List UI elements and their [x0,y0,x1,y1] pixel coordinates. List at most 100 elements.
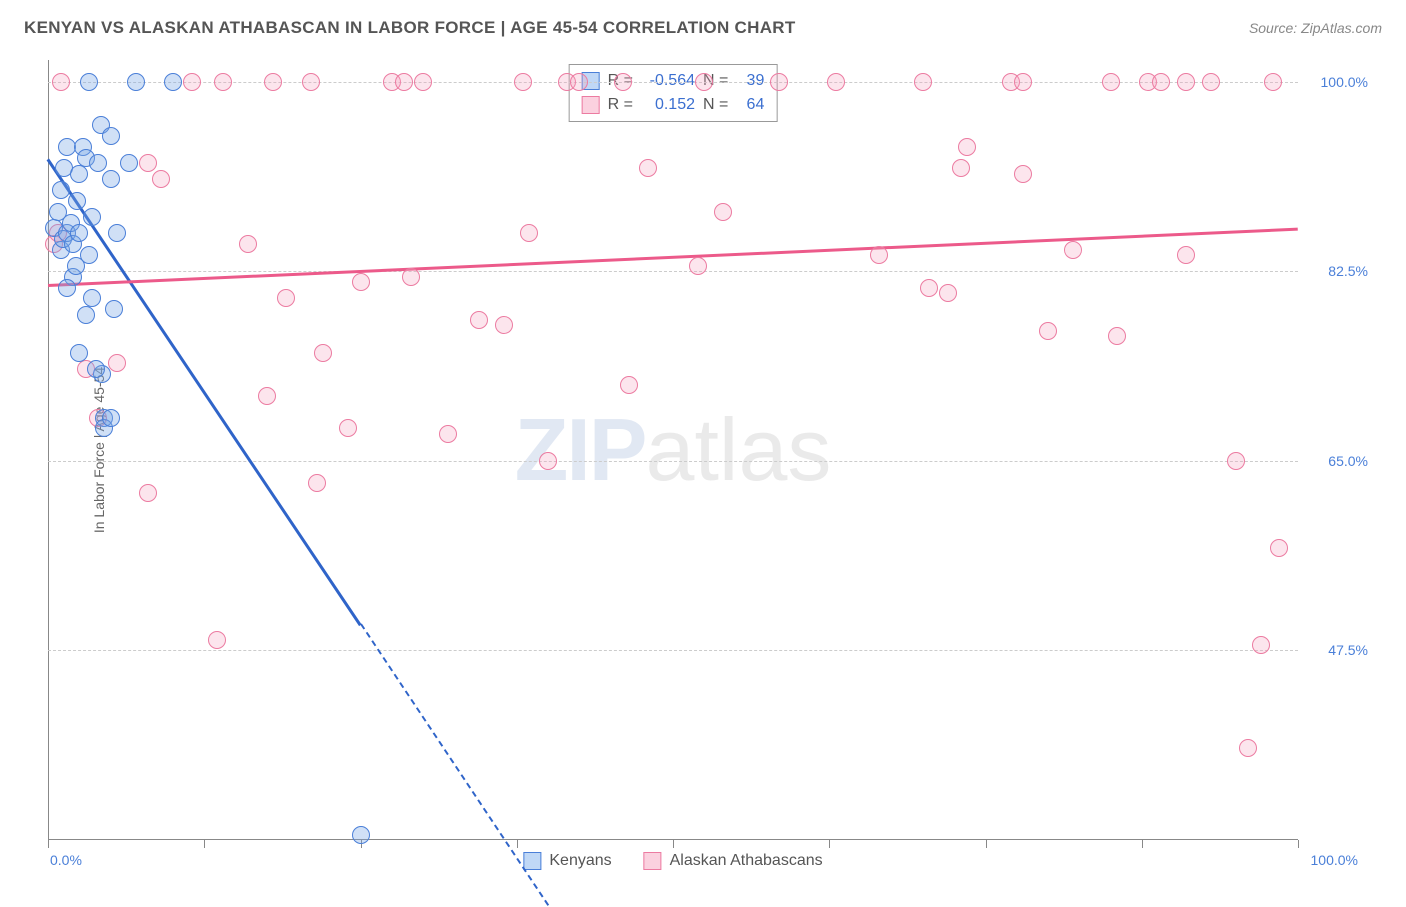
scatter-point [689,257,707,275]
scatter-plot: In Labor Force | Age 45-54 ZIPatlas R = … [48,60,1298,840]
scatter-point [87,360,105,378]
scatter-point [152,170,170,188]
scatter-point [495,316,513,334]
scatter-point [695,73,713,91]
r-value: 0.152 [641,93,695,117]
scatter-point [108,354,126,372]
scatter-point [827,73,845,91]
legend-swatch-kenyans [523,852,541,870]
scatter-point [239,235,257,253]
watermark: ZIPatlas [515,399,832,501]
y-axis-title: In Labor Force | Age 45-54 [91,367,107,533]
scatter-point [614,73,632,91]
n-label: N = [703,93,728,117]
scatter-point [1108,327,1126,345]
scatter-point [570,73,588,91]
x-tick [48,840,49,848]
scatter-point [470,311,488,329]
x-tick [517,840,518,848]
scatter-point [58,279,76,297]
scatter-point [105,300,123,318]
bottom-legend: Kenyans Alaskan Athabascans [523,852,822,870]
correlation-row-athabascans: R = 0.152 N = 64 [582,93,765,117]
scatter-point [314,344,332,362]
scatter-point [120,154,138,172]
scatter-point [1252,636,1270,654]
scatter-point [1239,739,1257,757]
scatter-point [539,452,557,470]
scatter-point [1270,539,1288,557]
y-tick-label: 100.0% [1308,74,1368,90]
scatter-point [339,419,357,437]
legend-swatch-athabascans [644,852,662,870]
scatter-point [70,165,88,183]
scatter-point [952,159,970,177]
scatter-point [102,409,120,427]
scatter-point [139,154,157,172]
scatter-point [52,181,70,199]
y-tick-label: 65.0% [1308,453,1368,469]
scatter-point [214,73,232,91]
scatter-point [80,73,98,91]
chart-area: In Labor Force | Age 45-54 ZIPatlas R = … [48,60,1378,840]
scatter-point [620,376,638,394]
scatter-point [302,73,320,91]
scatter-point [1014,73,1032,91]
scatter-point [1202,73,1220,91]
scatter-point [1064,241,1082,259]
scatter-point [1102,73,1120,91]
scatter-point [920,279,938,297]
scatter-point [914,73,932,91]
watermark-zip: ZIP [515,400,646,499]
legend-label: Kenyans [549,852,611,870]
scatter-point [352,826,370,844]
scatter-point [68,192,86,210]
scatter-point [1227,452,1245,470]
scatter-point [264,73,282,91]
scatter-point [77,306,95,324]
scatter-point [208,631,226,649]
scatter-point [1177,73,1195,91]
trendline [48,228,1298,287]
scatter-point [83,208,101,226]
correlation-legend: R = -0.564 N = 39 R = 0.152 N = 64 [569,64,778,122]
legend-item-kenyans: Kenyans [523,852,611,870]
scatter-point [308,474,326,492]
scatter-point [258,387,276,405]
scatter-point [183,73,201,91]
x-tick [1298,840,1299,848]
scatter-point [639,159,657,177]
x-tick [204,840,205,848]
scatter-point [1152,73,1170,91]
x-tick [829,840,830,848]
gridline-h [48,271,1298,272]
scatter-point [70,224,88,242]
scatter-point [870,246,888,264]
scatter-point [1177,246,1195,264]
scatter-point [352,273,370,291]
scatter-point [70,344,88,362]
scatter-point [939,284,957,302]
scatter-point [1014,165,1032,183]
scatter-point [102,170,120,188]
scatter-point [414,73,432,91]
scatter-point [127,73,145,91]
n-value: 64 [736,93,764,117]
trendline [360,624,549,907]
y-tick-label: 82.5% [1308,263,1368,279]
scatter-point [102,127,120,145]
scatter-point [52,73,70,91]
y-tick-label: 47.5% [1308,642,1368,658]
scatter-point [958,138,976,156]
scatter-point [277,289,295,307]
scatter-point [164,73,182,91]
x-tick [986,840,987,848]
scatter-point [770,73,788,91]
legend-label: Alaskan Athabascans [670,852,823,870]
scatter-point [439,425,457,443]
scatter-point [83,289,101,307]
scatter-point [714,203,732,221]
x-tick [1142,840,1143,848]
gridline-h [48,461,1298,462]
x-tick [673,840,674,848]
